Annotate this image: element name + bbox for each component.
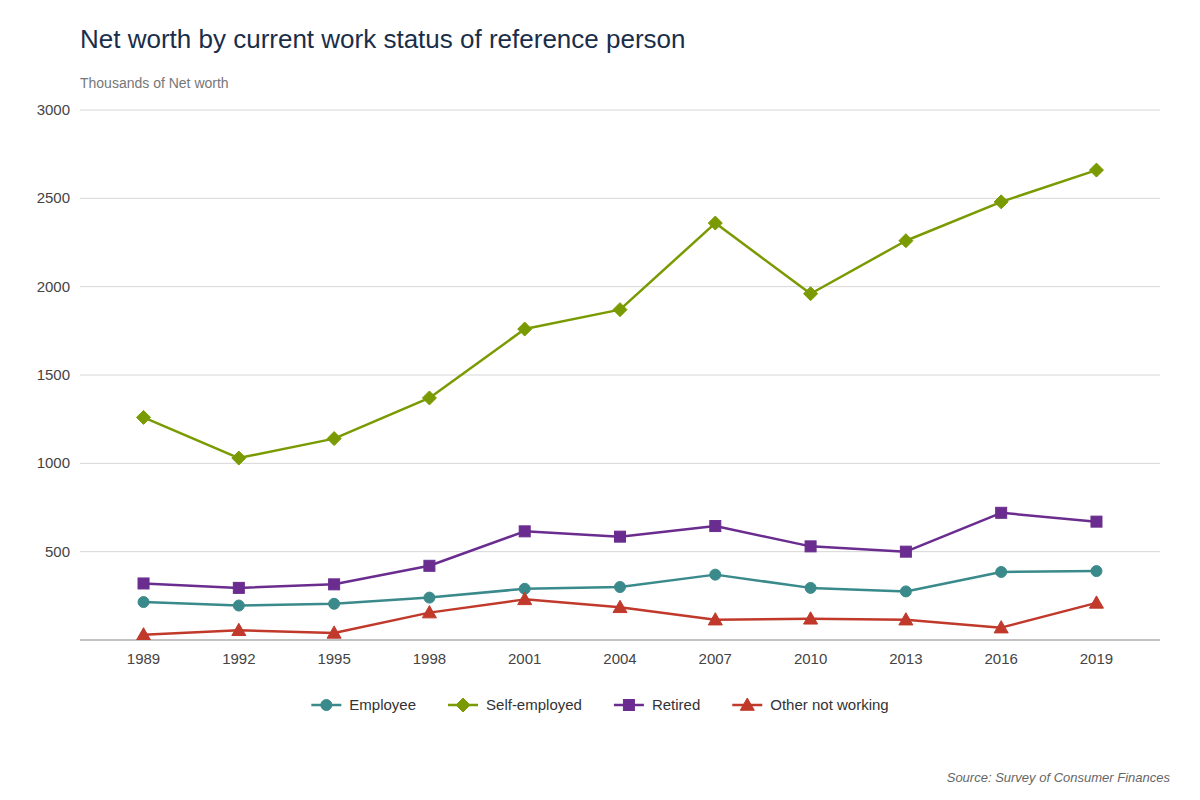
point	[138, 578, 149, 589]
legend-label: Retired	[652, 696, 700, 713]
point	[1089, 596, 1103, 608]
x-tick-label: 2007	[699, 650, 732, 667]
x-axis-line	[80, 640, 1160, 641]
point	[422, 391, 436, 405]
point	[232, 451, 246, 465]
point	[900, 546, 911, 557]
grid-line	[80, 286, 1160, 287]
point	[804, 612, 818, 624]
series	[137, 592, 1104, 640]
point	[710, 521, 721, 532]
x-tick-label: 1998	[413, 650, 446, 667]
point	[615, 582, 626, 593]
point	[233, 582, 244, 593]
point	[137, 410, 151, 424]
legend-item: Other not working	[732, 696, 888, 713]
legend-item: Self-employed	[448, 696, 582, 713]
point	[329, 579, 340, 590]
x-tick-label: 1989	[127, 650, 160, 667]
y-axis-label: Thousands of Net worth	[80, 75, 229, 91]
point	[518, 592, 532, 604]
x-tick-label: 2010	[794, 650, 827, 667]
grid-line	[80, 375, 1160, 376]
point	[138, 597, 149, 608]
point	[519, 526, 530, 537]
point	[1091, 516, 1102, 527]
chart: Net worth by current work status of refe…	[0, 0, 1200, 800]
x-tick-label: 2016	[984, 650, 1017, 667]
y-tick-label: 1500	[37, 366, 70, 383]
legend-marker	[456, 698, 470, 712]
point	[899, 234, 913, 248]
legend-marker	[321, 700, 332, 711]
y-tick-label: 2000	[37, 278, 70, 295]
x-tick-label: 2019	[1080, 650, 1113, 667]
point	[424, 592, 435, 603]
point	[708, 613, 722, 625]
grid	[80, 110, 1160, 640]
point	[994, 195, 1008, 209]
series	[137, 163, 1104, 465]
point	[518, 322, 532, 336]
point	[994, 621, 1008, 633]
series-line	[144, 599, 1097, 634]
grid-line	[80, 463, 1160, 464]
series-line	[144, 513, 1097, 588]
point	[804, 287, 818, 301]
legend: Employee Self-employed Retired Other not wo…	[311, 696, 888, 713]
point	[1091, 566, 1102, 577]
legend-label: Other not working	[770, 696, 888, 713]
point	[996, 507, 1007, 518]
point	[424, 560, 435, 571]
grid-line	[80, 110, 1160, 111]
point	[137, 628, 151, 640]
source: Source: Survey of Consumer Finances	[947, 770, 1171, 785]
point	[613, 600, 627, 612]
point	[1089, 163, 1103, 177]
legend-label: Employee	[349, 696, 416, 713]
y-tick-label: 2500	[37, 189, 70, 206]
x-tick-label: 2013	[889, 650, 922, 667]
point	[327, 432, 341, 446]
plot-area	[137, 163, 1104, 640]
title: Net worth by current work status of refe…	[80, 24, 686, 54]
legend-marker	[740, 698, 754, 710]
grid-line	[80, 640, 1160, 641]
legend-item: Employee	[311, 696, 416, 713]
legend-item: Retired	[614, 696, 700, 713]
legend-marker	[623, 700, 634, 711]
x-tick-label: 2001	[508, 650, 541, 667]
x-tick-label: 1992	[222, 650, 255, 667]
point	[708, 216, 722, 230]
legend-label: Self-employed	[486, 696, 582, 713]
point	[232, 623, 246, 635]
point	[327, 626, 341, 638]
y-tick-label: 500	[45, 543, 70, 560]
point	[422, 606, 436, 618]
series	[138, 507, 1102, 593]
y-tick-label: 1000	[37, 454, 70, 471]
point	[900, 586, 911, 597]
point	[805, 582, 816, 593]
point	[899, 613, 913, 625]
point	[996, 566, 1007, 577]
x-tick-label: 2004	[603, 650, 636, 667]
point	[805, 541, 816, 552]
point	[710, 569, 721, 580]
point	[615, 531, 626, 542]
series-line	[144, 170, 1097, 458]
y-tick-label: 3000	[37, 101, 70, 118]
point	[329, 598, 340, 609]
point	[613, 303, 627, 317]
x-tick-label: 1995	[317, 650, 350, 667]
point	[233, 600, 244, 611]
grid-line	[80, 551, 1160, 552]
